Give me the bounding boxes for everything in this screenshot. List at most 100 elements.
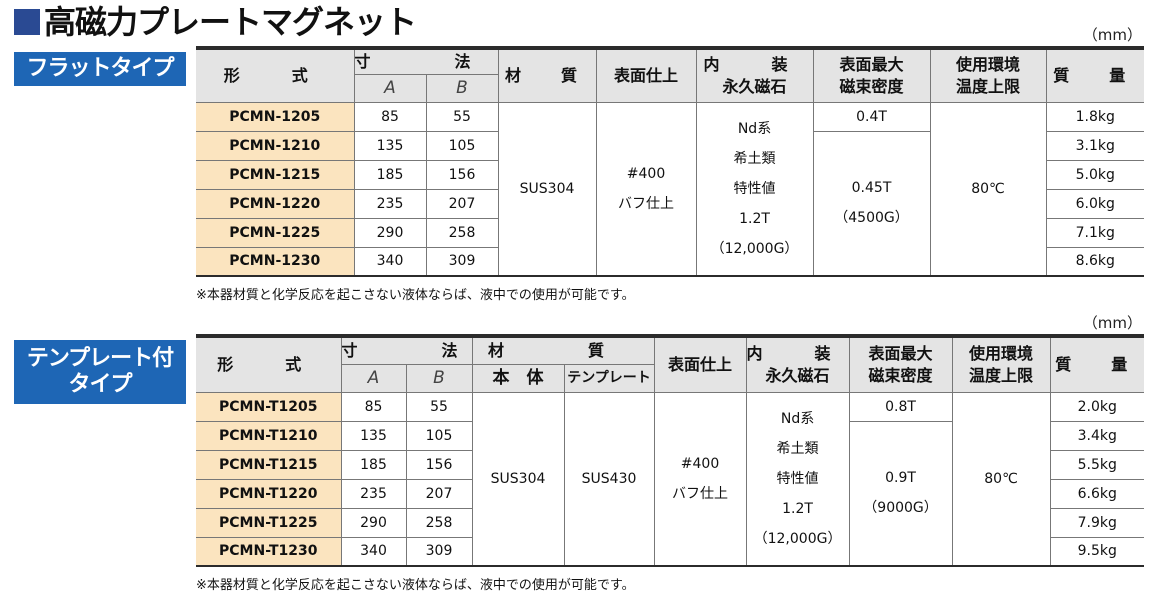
header-dim-b: B — [425, 73, 499, 103]
dim-a-cell: 185 — [340, 449, 407, 480]
header-finish: 表面仕上 — [653, 336, 747, 393]
weight-cell: 5.0kg — [1045, 159, 1145, 190]
dim-b-cell: 156 — [405, 449, 473, 480]
temp-cell: 80℃ — [929, 101, 1047, 277]
dim-b-cell: 55 — [405, 391, 473, 422]
footnote: ※本器材質と化学反応を起こさない液体ならば、液中での使用が可能です。 — [196, 578, 635, 593]
dim-a-cell: 135 — [340, 420, 407, 451]
header-material: 材 質 — [497, 48, 597, 103]
header-model: 形 式 — [196, 48, 355, 103]
weight-cell: 7.9kg — [1049, 507, 1145, 538]
header-temp: 使用環境 温度上限 — [929, 48, 1047, 103]
flux-rest-cell: 0.45T （4500G） — [812, 130, 931, 277]
table-row: PCMN-T1220 235 207 6.6kg — [196, 478, 1145, 509]
magnet-cell: Nd系 希土類 特性値 1.2T （12,000G） — [745, 391, 850, 567]
dim-a-cell: 235 — [353, 188, 427, 219]
dim-b-cell: 258 — [405, 507, 473, 538]
header-dim-a: A — [354, 73, 427, 103]
header-magnet: 内 装 永久磁石 — [695, 48, 814, 103]
header-dimension: 寸 法 — [340, 336, 473, 365]
table-row: PCMN-T1230 340 309 9.5kg — [196, 536, 1145, 566]
model-cell: PCMN-T1215 — [196, 449, 342, 480]
magnet-cell: Nd系 希土類 特性値 1.2T （12,000G） — [695, 101, 814, 277]
table-row: PCMN-T1225 290 258 7.9kg — [196, 507, 1145, 538]
model-cell: PCMN-T1205 — [196, 391, 342, 422]
dim-a-cell: 235 — [340, 478, 407, 509]
dim-b-cell: 258 — [425, 217, 499, 248]
model-cell: PCMN-1225 — [196, 217, 355, 248]
footnote: ※本器材質と化学反応を起こさない液体ならば、液中での使用が可能です。 — [196, 288, 635, 303]
table-row: PCMN-1215 185 156 5.0kg — [196, 159, 1145, 190]
table-row: PCMN-1230 340 309 8.6kg — [196, 246, 1145, 276]
dim-b-cell: 105 — [425, 130, 499, 161]
material-body-cell: SUS304 — [471, 391, 565, 567]
header-weight: 質 量 — [1049, 336, 1145, 393]
header-row: 形 式 寸 法 材 質 表面仕上 内 装 永久磁石 表面最大 磁束密度 使用環境… — [196, 48, 1145, 103]
table-row: PCMN-1205 85 55 SUS304 #400 バフ仕上 Nd系 希土類… — [196, 101, 1145, 277]
dim-a-cell: 290 — [340, 507, 407, 538]
temp-cell: 80℃ — [951, 391, 1051, 567]
weight-cell: 6.6kg — [1049, 478, 1145, 509]
table-row: PCMN-1210 135 105 0.45T （4500G） 3.1kg — [196, 130, 1145, 277]
material-template-cell: SUS430 — [563, 391, 655, 567]
header-dimension: 寸 法 — [353, 48, 499, 75]
header-temp: 使用環境 温度上限 — [951, 336, 1051, 393]
weight-cell: 8.6kg — [1045, 246, 1145, 276]
header-finish: 表面仕上 — [595, 48, 697, 103]
section-badge-flat: フラットタイプ — [14, 52, 186, 86]
table-row: PCMN-1220 235 207 6.0kg — [196, 188, 1145, 219]
dim-a-cell: 85 — [340, 391, 407, 422]
badge-line: タイプ — [68, 372, 132, 397]
header-flux: 表面最大 磁束密度 — [812, 48, 931, 103]
header-material: 材 質 — [471, 336, 655, 365]
header-magnet: 内 装 永久磁石 — [745, 336, 850, 393]
finish-cell: #400 バフ仕上 — [595, 101, 697, 277]
model-cell: PCMN-T1225 — [196, 507, 342, 538]
table-row: PCMN-T1205 85 55 SUS304 SUS430 #400 バフ仕上… — [196, 391, 1145, 567]
header-row: A B 本 体 テンプレート — [196, 363, 1144, 393]
weight-cell: 3.1kg — [1045, 130, 1145, 161]
flux-first-cell: 0.8T — [848, 391, 953, 422]
weight-cell: 7.1kg — [1045, 217, 1145, 248]
table-row: PCMN-1225 290 258 7.1kg — [196, 217, 1145, 248]
weight-cell: 2.0kg — [1049, 391, 1145, 422]
table-row: PCMN-T1215 185 156 5.5kg — [196, 449, 1145, 480]
weight-cell: 3.4kg — [1049, 420, 1145, 451]
model-cell: PCMN-T1210 — [196, 420, 342, 451]
material-cell: SUS304 — [497, 101, 597, 277]
dim-a-cell: 340 — [353, 246, 427, 276]
header-dim-b: B — [405, 363, 473, 393]
dim-b-cell: 156 — [425, 159, 499, 190]
model-cell: PCMN-1215 — [196, 159, 355, 190]
section-badge-template: テンプレート付 タイプ — [14, 340, 186, 404]
model-cell: PCMN-1230 — [196, 246, 355, 276]
header-row: A B — [196, 73, 1144, 103]
dim-a-cell: 85 — [353, 101, 427, 132]
header-weight: 質 量 — [1045, 48, 1145, 103]
dim-a-cell: 185 — [353, 159, 427, 190]
header-material-template: テンプレート — [563, 363, 655, 393]
badge-line: フラットタイプ — [26, 56, 174, 81]
unit-label: （mm） — [1082, 26, 1142, 44]
header-material-body: 本 体 — [471, 363, 565, 393]
header-dim-a: A — [341, 363, 407, 393]
header-row: 形 式 寸 法 材 質 表面仕上 内 装 永久磁石 表面最大 磁束密度 使用環境… — [196, 336, 1145, 393]
model-cell: PCMN-T1220 — [196, 478, 342, 509]
unit-label: （mm） — [1082, 314, 1142, 332]
dim-b-cell: 309 — [425, 246, 499, 276]
model-cell: PCMN-1220 — [196, 188, 355, 219]
model-cell: PCMN-T1230 — [196, 536, 342, 566]
finish-cell: #400 バフ仕上 — [653, 391, 747, 567]
dim-a-cell: 340 — [340, 536, 407, 566]
weight-cell: 1.8kg — [1045, 101, 1145, 132]
spec-table-flat: 形 式 寸 法 材 質 表面仕上 内 装 永久磁石 表面最大 磁束密度 使用環境… — [196, 46, 1145, 277]
dim-b-cell: 207 — [405, 478, 473, 509]
dim-a-cell: 290 — [353, 217, 427, 248]
flux-first-cell: 0.4T — [812, 101, 931, 132]
weight-cell: 9.5kg — [1049, 536, 1145, 566]
page-title-text: 高磁力プレートマグネット — [44, 3, 417, 41]
dim-a-cell: 135 — [353, 130, 427, 161]
dim-b-cell: 309 — [405, 536, 473, 566]
header-model: 形 式 — [196, 336, 342, 393]
title-square-icon — [14, 9, 40, 35]
